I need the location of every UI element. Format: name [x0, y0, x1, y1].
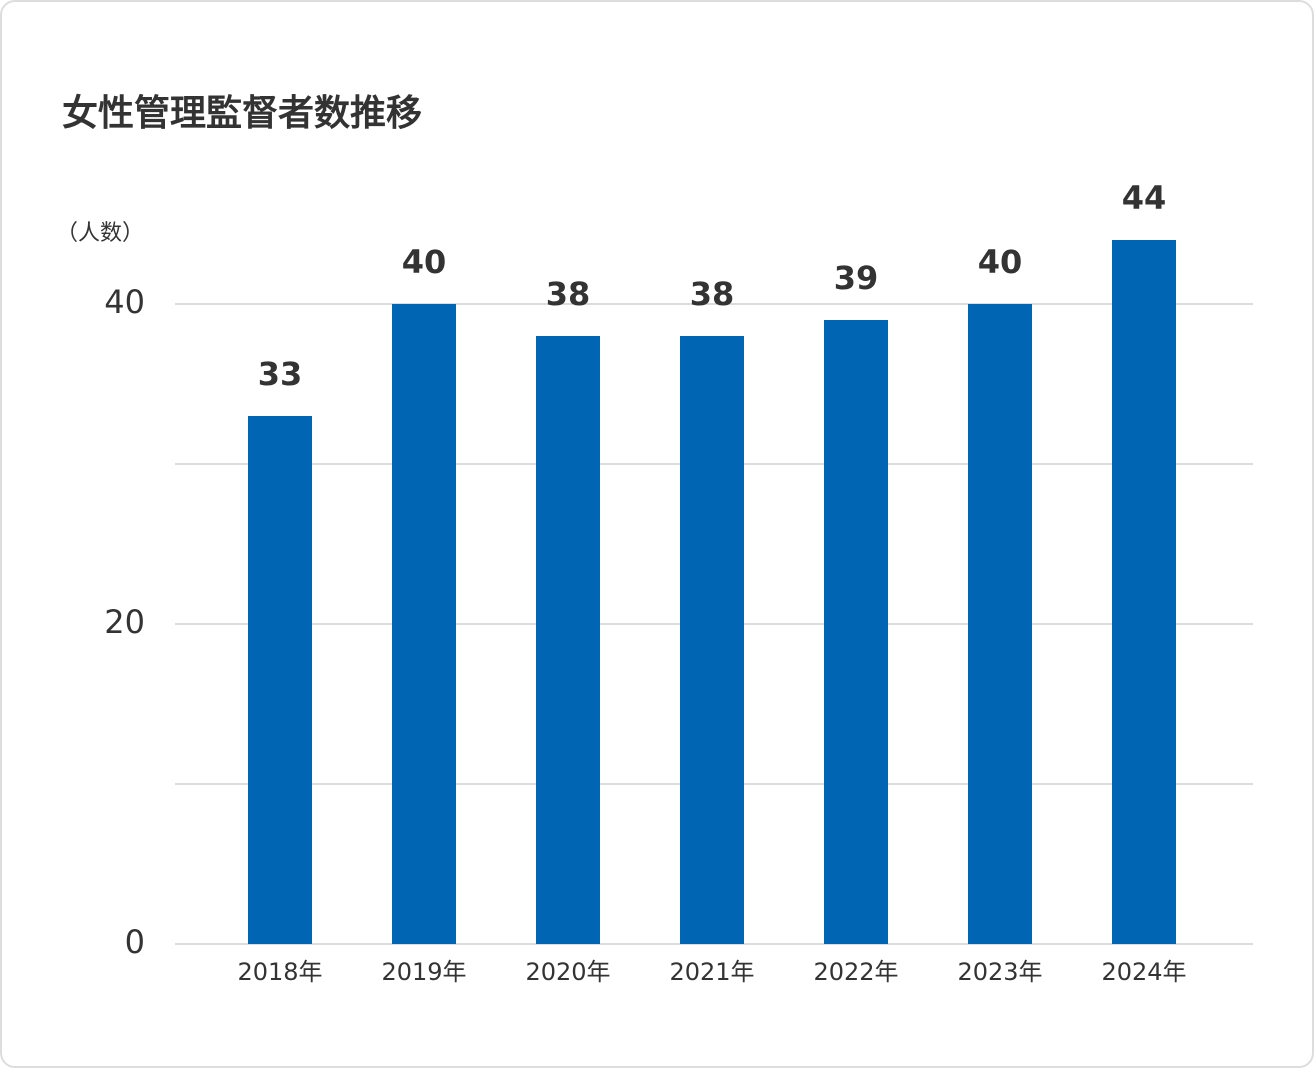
- x-tick-label: 2020年: [525, 958, 610, 986]
- bar: [392, 304, 456, 944]
- value-label: 44: [1122, 179, 1167, 217]
- x-tick-label: 2024年: [1101, 958, 1186, 986]
- value-label: 38: [690, 275, 735, 313]
- x-tick-label: 2022年: [813, 958, 898, 986]
- x-tick-label: 2023年: [957, 958, 1042, 986]
- x-tick-label: 2019年: [381, 958, 466, 986]
- bar: [968, 304, 1032, 944]
- y-axis-label: （人数）: [56, 221, 144, 246]
- chart-title: 女性管理監督者数推移: [62, 93, 422, 134]
- bar: [248, 416, 312, 944]
- value-label: 40: [402, 243, 447, 281]
- value-label: 40: [978, 243, 1023, 281]
- y-tick-label: 40: [104, 283, 145, 321]
- y-tick-label: 20: [104, 603, 145, 641]
- value-label: 33: [258, 355, 303, 393]
- y-tick-label: 0: [125, 923, 145, 961]
- bar: [680, 336, 744, 944]
- bar: [824, 320, 888, 944]
- x-tick-label: 2021年: [669, 958, 754, 986]
- x-tick-label: 2018年: [237, 958, 322, 986]
- bar: [1112, 240, 1176, 944]
- bar: [536, 336, 600, 944]
- value-label: 39: [834, 259, 879, 297]
- value-label: 38: [546, 275, 591, 313]
